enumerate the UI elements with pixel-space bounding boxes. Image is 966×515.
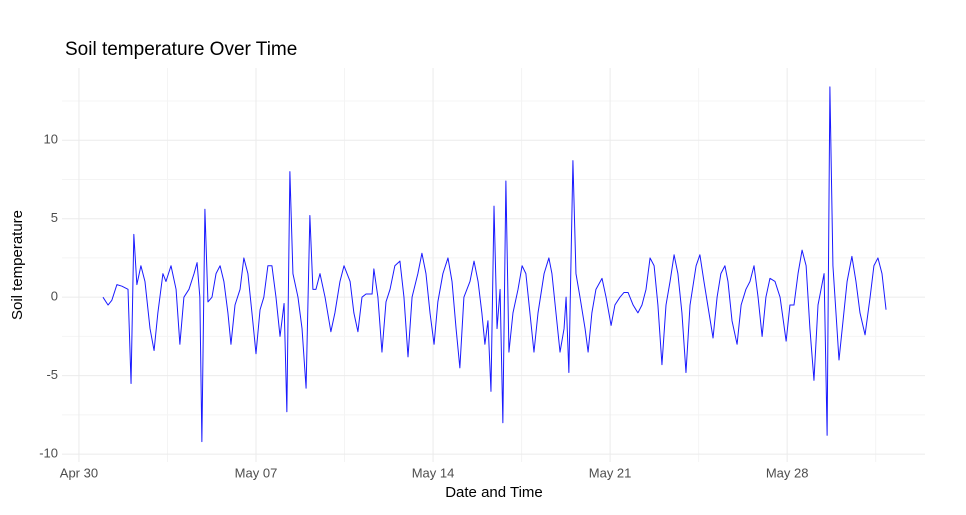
y-tick-label: 0: [51, 289, 58, 304]
x-tick-label: May 07: [235, 465, 278, 480]
x-tick-label: May 28: [766, 465, 809, 480]
y-tick-label: -10: [39, 446, 58, 461]
chart-title: Soil temperature Over Time: [65, 39, 297, 60]
x-tick-label: Apr 30: [60, 465, 98, 480]
y-tick-label: -5: [46, 367, 58, 382]
y-tick-label: 10: [44, 132, 58, 147]
x-tick-label: May 14: [412, 465, 455, 480]
y-tick-label: 5: [51, 210, 58, 225]
data-line: [102, 86, 887, 443]
y-axis-label: Soil temperature: [9, 210, 26, 320]
x-tick-label: May 21: [589, 465, 632, 480]
x-axis-label: Date and Time: [445, 484, 543, 501]
